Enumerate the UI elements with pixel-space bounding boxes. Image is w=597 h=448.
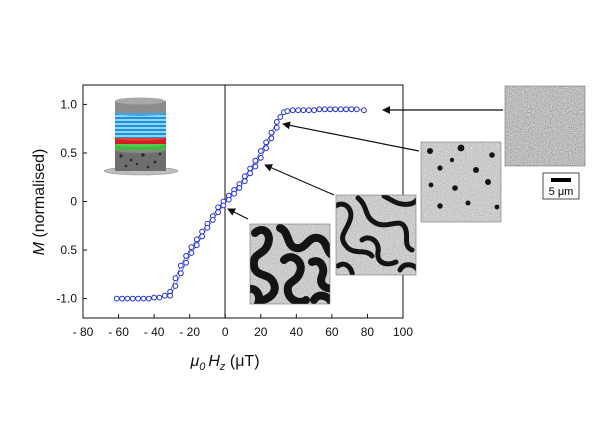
data-point bbox=[311, 107, 318, 114]
data-point bbox=[177, 262, 184, 269]
plot-area: - 80 - 60 - 40 - 20 0 20 40 60 80 100 -1.0 0.5 0 0.5… bbox=[56, 84, 413, 339]
data-point bbox=[247, 165, 254, 172]
data-point bbox=[268, 129, 275, 136]
data-point bbox=[188, 250, 195, 256]
y-axis-label: M (normalised) bbox=[31, 149, 48, 256]
x-tick-label: - 60 bbox=[108, 325, 129, 339]
micrograph-stripe-domains bbox=[335, 194, 417, 276]
y-tick-label: -1.0 bbox=[56, 292, 77, 306]
scale-bar-label: 5 μm bbox=[549, 186, 574, 198]
data-point bbox=[241, 178, 248, 185]
data-point bbox=[268, 135, 275, 142]
y-tick-label: 0 bbox=[70, 195, 77, 209]
data-point bbox=[241, 173, 248, 180]
data-point bbox=[273, 119, 280, 125]
micrograph-bubble-domains bbox=[420, 141, 502, 223]
data-point bbox=[361, 107, 367, 114]
multilayer-stack-icon bbox=[103, 97, 179, 176]
data-point bbox=[263, 139, 270, 146]
data-point bbox=[140, 295, 147, 302]
x-tick-label: 60 bbox=[325, 325, 339, 339]
data-point bbox=[193, 242, 200, 249]
data-point bbox=[129, 295, 136, 302]
data-point bbox=[343, 106, 350, 113]
data-point bbox=[220, 202, 227, 209]
x-axis-label: μ0 Hz (μT) bbox=[189, 353, 259, 373]
y-tick-label: 0.5 bbox=[60, 146, 77, 160]
data-point bbox=[183, 259, 190, 266]
data-point bbox=[135, 295, 142, 302]
scale-bar: 5 μm bbox=[542, 172, 580, 200]
arrow-to-stripe bbox=[264, 164, 335, 196]
data-point bbox=[327, 106, 334, 113]
data-point bbox=[300, 107, 307, 114]
data-point bbox=[252, 157, 259, 164]
data-point bbox=[145, 295, 152, 302]
data-point bbox=[353, 106, 360, 113]
micrograph-saturated bbox=[504, 85, 586, 167]
data-point bbox=[263, 145, 270, 152]
data-point bbox=[337, 106, 344, 113]
data-point bbox=[167, 292, 174, 299]
data-point bbox=[151, 294, 158, 301]
data-point bbox=[277, 114, 284, 120]
x-tick-label: 80 bbox=[361, 325, 375, 339]
data-point bbox=[156, 294, 163, 301]
data-point bbox=[161, 292, 168, 299]
x-tick-label: - 80 bbox=[73, 325, 94, 339]
data-point bbox=[257, 148, 264, 154]
y-tick-label: 0.5 bbox=[60, 243, 77, 257]
data-point bbox=[199, 233, 206, 240]
data-point bbox=[215, 209, 222, 216]
data-point bbox=[215, 204, 222, 211]
data-point bbox=[119, 295, 125, 302]
x-tick-label: 20 bbox=[254, 325, 268, 339]
data-point bbox=[273, 124, 280, 131]
x-tick-label: 100 bbox=[393, 325, 413, 339]
data-point bbox=[193, 236, 200, 243]
data-point bbox=[177, 270, 184, 277]
data-point bbox=[247, 170, 254, 177]
x-tick-label: - 40 bbox=[144, 325, 165, 339]
data-point bbox=[348, 106, 355, 113]
arrow-to-labyrinth bbox=[227, 208, 249, 220]
y-axis-ticks: -1.0 0.5 0 0.5 1.0 bbox=[56, 97, 87, 306]
micrograph-labyrinth-small bbox=[249, 223, 331, 305]
data-point bbox=[284, 108, 291, 115]
data-point bbox=[113, 295, 120, 302]
data-point bbox=[188, 244, 195, 251]
data-point bbox=[172, 283, 179, 289]
hysteresis-markers bbox=[113, 106, 367, 302]
x-axis-ticks: - 80 - 60 - 40 - 20 0 20 40 60 80 100 bbox=[73, 314, 413, 339]
data-point bbox=[295, 107, 302, 114]
data-point bbox=[209, 217, 216, 223]
data-point bbox=[321, 106, 328, 113]
annotation-arrows bbox=[227, 106, 503, 220]
x-tick-label: 0 bbox=[222, 325, 229, 339]
data-point bbox=[236, 185, 243, 191]
arrow-to-bubble bbox=[282, 121, 420, 152]
data-point bbox=[257, 154, 264, 161]
data-point bbox=[124, 295, 131, 302]
data-point bbox=[183, 253, 190, 259]
x-tick-label: - 20 bbox=[179, 325, 200, 339]
data-point bbox=[172, 275, 179, 282]
data-point bbox=[305, 107, 312, 114]
data-point bbox=[231, 190, 238, 197]
data-point bbox=[316, 106, 323, 113]
data-point bbox=[204, 224, 211, 231]
data-point bbox=[289, 107, 296, 114]
data-point bbox=[332, 106, 339, 113]
data-point bbox=[252, 163, 259, 170]
data-point bbox=[225, 196, 232, 203]
y-tick-label: 1.0 bbox=[60, 97, 77, 111]
x-tick-label: 40 bbox=[290, 325, 304, 339]
